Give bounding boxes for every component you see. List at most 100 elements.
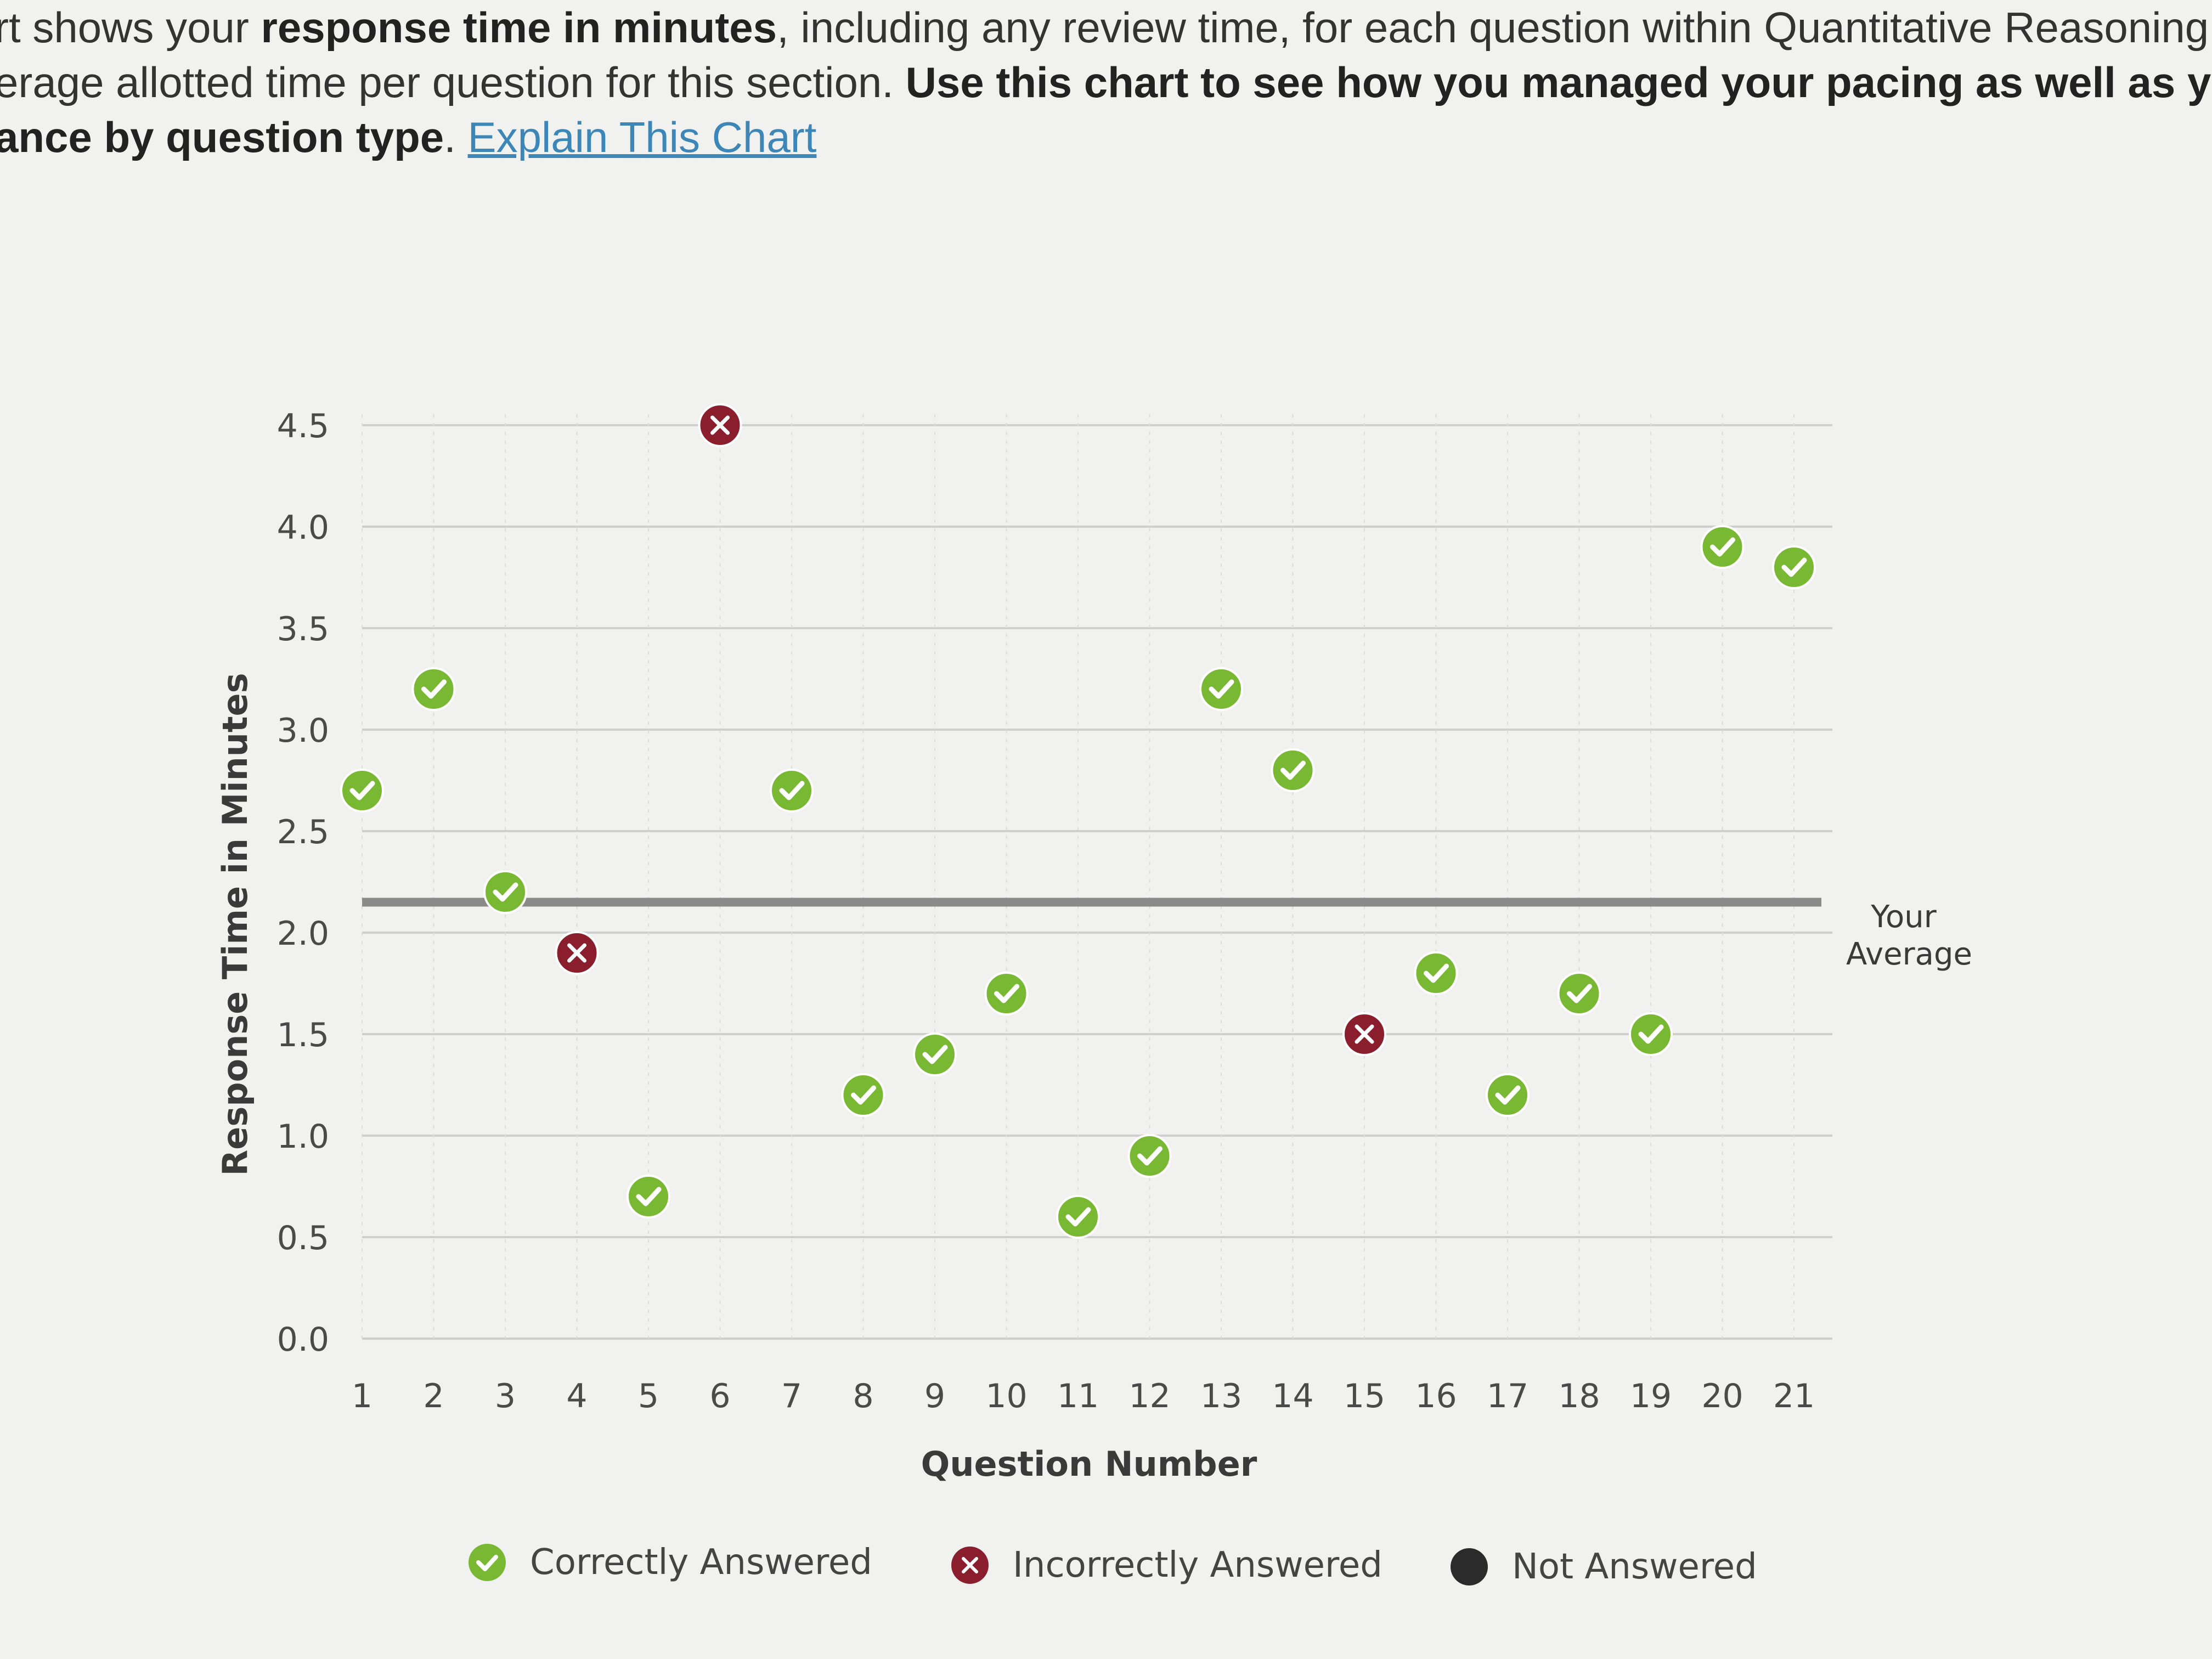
x-tick-label: 2 (423, 1377, 444, 1415)
data-point-q16[interactable] (1414, 951, 1458, 995)
data-point-q1[interactable] (340, 769, 384, 812)
check-icon (349, 781, 375, 800)
data-point-q6[interactable] (698, 403, 742, 447)
legend-incorrect: Incorrectly Answered (949, 1544, 1383, 1586)
legend-correct: Correctly Answered (466, 1542, 872, 1583)
data-point-q20[interactable] (1700, 525, 1745, 569)
y-tick-label: 4.5 (277, 407, 329, 445)
point-marker (1127, 1134, 1172, 1178)
explain-chart-link[interactable]: Explain This Chart (467, 113, 817, 161)
point-marker (1629, 1012, 1673, 1056)
point-marker (1772, 545, 1816, 589)
y-tick-label: 2.5 (277, 813, 329, 851)
x-circle-icon (951, 1547, 989, 1584)
check-icon (1137, 1146, 1163, 1166)
point-marker (770, 769, 814, 812)
x-tick-label: 8 (853, 1377, 873, 1415)
check-icon (421, 679, 447, 699)
x-tick-label: 6 (709, 1377, 730, 1415)
check-icon (1065, 1207, 1091, 1227)
x-tick-label: 17 (1487, 1377, 1528, 1415)
check-icon (1495, 1085, 1521, 1105)
check-icon (1280, 760, 1306, 780)
average-label-line1: Your (1870, 899, 1937, 935)
check-icon (994, 984, 1019, 1003)
x-tick-label: 1 (352, 1377, 373, 1415)
data-point-q11[interactable] (1056, 1195, 1100, 1239)
intro-line-2: erage allotted time per question for thi… (0, 58, 2212, 106)
x-icon (1355, 1024, 1374, 1044)
data-point-q10[interactable] (984, 972, 1029, 1015)
x-axis-title: Question Number (921, 1444, 1257, 1484)
point-marker (913, 1032, 957, 1076)
check-icon (851, 1085, 876, 1105)
intro-line-3: ance by question type. Explain This Char… (0, 113, 817, 161)
data-point-q8[interactable] (841, 1073, 885, 1117)
point-marker (411, 667, 456, 711)
x-tick-label: 15 (1344, 1377, 1385, 1415)
point-marker (841, 1073, 885, 1117)
legend-not-answered: Not Answered (1448, 1546, 1757, 1588)
y-tick-label: 3.5 (277, 610, 329, 648)
x-icon (567, 943, 586, 963)
check-icon (1567, 984, 1592, 1003)
point-marker (984, 972, 1029, 1015)
check-icon (779, 781, 805, 800)
y-tick-label: 2.0 (277, 915, 329, 953)
check-circle-icon (469, 1544, 506, 1581)
data-point-q2[interactable] (411, 667, 456, 711)
point-marker (627, 1175, 670, 1218)
x-tick-label: 5 (638, 1377, 659, 1415)
y-tick-label: 0.0 (277, 1321, 329, 1359)
intro-text: rt shows your response time in minutes, … (0, 0, 2212, 165)
y-tick-label: 1.5 (277, 1016, 329, 1054)
data-point-q17[interactable] (1486, 1073, 1530, 1117)
point-marker (1557, 972, 1601, 1015)
data-points (340, 403, 1816, 1239)
data-point-q13[interactable] (1199, 667, 1243, 711)
chart-legend: Correctly Answered Incorrectly Answered … (0, 1542, 2212, 1607)
x-tick-label: 11 (1057, 1377, 1099, 1415)
point-marker (340, 769, 384, 812)
x-icon (710, 415, 730, 435)
data-point-q4[interactable] (555, 931, 599, 975)
average-label-line2: Average (1846, 936, 1972, 972)
data-point-q21[interactable] (1772, 545, 1816, 589)
point-marker (1056, 1195, 1100, 1239)
point-marker (1700, 525, 1745, 569)
check-icon (1781, 557, 1807, 577)
chart-grid (362, 414, 1832, 1340)
data-point-q18[interactable] (1557, 972, 1601, 1015)
data-point-q3[interactable] (483, 870, 527, 914)
point-marker (1486, 1073, 1530, 1117)
data-point-q9[interactable] (913, 1032, 957, 1076)
data-point-q5[interactable] (627, 1175, 670, 1218)
x-tick-label: 14 (1272, 1377, 1313, 1415)
x-tick-label: 13 (1200, 1377, 1242, 1415)
average-line-group: Your Average (362, 898, 1972, 972)
x-tick-label: 20 (1701, 1377, 1743, 1415)
data-point-q15[interactable] (1342, 1012, 1386, 1056)
x-tick-labels: 1 2 3 4 5 6 7 8 9 10 11 12 13 14 15 16 17 18 19 20 21 (352, 1377, 1815, 1415)
dot-circle-icon (1451, 1548, 1488, 1585)
check-icon (1424, 963, 1449, 983)
x-tick-label: 19 (1630, 1377, 1672, 1415)
point-marker (1271, 748, 1315, 792)
check-icon (1710, 537, 1735, 557)
y-tick-labels: 0.0 0.5 1.0 1.5 2.0 2.5 3.0 3.5 4.0 4.5 (277, 407, 329, 1359)
x-tick-label: 18 (1558, 1377, 1600, 1415)
data-point-q12[interactable] (1127, 1134, 1172, 1178)
x-tick-label: 3 (495, 1377, 516, 1415)
y-tick-label: 3.0 (277, 712, 329, 750)
x-tick-label: 12 (1128, 1377, 1170, 1415)
check-icon (1209, 679, 1234, 699)
check-icon (493, 882, 518, 902)
y-axis-title: Response Time in Minutes (215, 673, 255, 1176)
y-tick-label: 1.0 (277, 1118, 329, 1156)
x-tick-label: 7 (781, 1377, 802, 1415)
data-point-q14[interactable] (1271, 748, 1315, 792)
intro-line-1: rt shows your response time in minutes, … (0, 3, 2212, 52)
data-point-q19[interactable] (1629, 1012, 1673, 1056)
data-point-q7[interactable] (770, 769, 814, 812)
